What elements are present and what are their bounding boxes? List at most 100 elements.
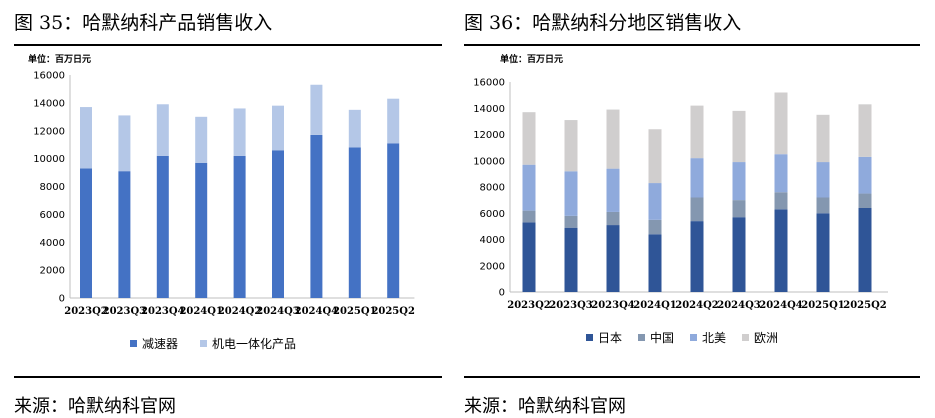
left-bar-减速器-2024Q1 xyxy=(195,162,208,298)
right-ytick-label: 16000 xyxy=(473,78,505,89)
right-bar-欧洲-2025Q2 xyxy=(858,104,872,157)
right-bar-欧洲-2023Q4 xyxy=(606,109,620,169)
left-xtick-label: 2024Q3 xyxy=(256,306,300,317)
left-bar-减速器-2023Q3 xyxy=(118,171,131,298)
right-ytick-label: 8000 xyxy=(480,183,505,194)
right-bar-北美-2025Q1 xyxy=(816,162,830,198)
left-ytick-label: 12000 xyxy=(33,126,65,137)
left-ytick-label: 14000 xyxy=(33,98,65,109)
left-xtick-label: 2023Q2 xyxy=(64,306,108,317)
left-legend-label: 机电一体化产品 xyxy=(212,337,296,351)
chart-36-title: 图 36：哈默纳科分地区销售收入 xyxy=(464,12,742,34)
bottom-rule-left xyxy=(14,376,442,378)
left-bar-机电一体化产品-2023Q4 xyxy=(156,104,169,156)
right-bar-北美-2023Q2 xyxy=(522,164,536,211)
left-xtick-label: 2024Q4 xyxy=(295,306,339,317)
right-xtick-label: 2024Q4 xyxy=(759,300,803,311)
right-ytick-label: 2000 xyxy=(480,261,505,272)
right-legend-label: 中国 xyxy=(650,330,674,345)
left-xtick-label: 2023Q3 xyxy=(103,306,147,317)
left-ytick-label: 8000 xyxy=(40,182,65,193)
right-bar-北美-2024Q2 xyxy=(690,158,704,198)
right-ytick-label: 10000 xyxy=(473,156,505,167)
left-bar-减速器-2025Q2 xyxy=(387,143,400,298)
right-bar-欧洲-2025Q1 xyxy=(816,114,830,163)
left-bar-机电一体化产品-2024Q3 xyxy=(272,105,284,151)
left-xtick-label: 2024Q1 xyxy=(179,306,223,317)
right-xtick-label: 2023Q4 xyxy=(591,300,635,311)
right-legend-swatch xyxy=(638,334,645,341)
right-bar-日本-2025Q1 xyxy=(816,213,830,292)
right-legend-swatch xyxy=(742,334,749,341)
right-bar-日本-2023Q3 xyxy=(564,227,578,292)
right-legend-label: 欧洲 xyxy=(754,331,778,345)
right-bar-北美-2024Q1 xyxy=(648,183,662,220)
right-bar-日本-2024Q3 xyxy=(732,217,746,292)
top-rule-left xyxy=(14,44,442,46)
left-ytick-label: 10000 xyxy=(33,154,65,165)
left-unit-label: 单位：百万日元 xyxy=(28,53,91,65)
right-ytick-label: 12000 xyxy=(473,130,505,141)
right-legend-swatch xyxy=(586,334,593,341)
right-bar-中国-2025Q1 xyxy=(816,197,830,214)
right-xtick-label: 2023Q3 xyxy=(549,300,593,311)
right-legend-label: 北美 xyxy=(702,331,726,345)
right-bar-中国-2024Q1 xyxy=(648,219,662,235)
left-ytick-label: 4000 xyxy=(40,238,65,249)
right-bar-欧洲-2024Q3 xyxy=(732,110,746,163)
right-xtick-label: 2024Q3 xyxy=(717,300,761,311)
right-bar-北美-2024Q4 xyxy=(774,154,788,193)
right-bar-欧洲-2024Q1 xyxy=(648,129,662,184)
left-bar-减速器-2024Q3 xyxy=(272,150,284,298)
bottom-rule-right xyxy=(464,376,920,378)
right-bar-日本-2023Q2 xyxy=(522,222,536,292)
right-bar-北美-2024Q3 xyxy=(732,162,746,201)
right-bar-中国-2025Q2 xyxy=(858,193,872,208)
left-xtick-label: 2023Q4 xyxy=(141,306,185,317)
right-xtick-label: 2024Q1 xyxy=(633,300,677,311)
left-bar-机电一体化产品-2025Q2 xyxy=(387,98,400,144)
right-bar-欧洲-2023Q2 xyxy=(522,112,536,165)
left-bar-减速器-2023Q2 xyxy=(80,168,92,298)
left-bar-减速器-2023Q4 xyxy=(156,155,169,298)
right-ytick-label: 4000 xyxy=(480,235,505,246)
left-bar-机电一体化产品-2024Q4 xyxy=(310,84,323,135)
right-bar-北美-2025Q2 xyxy=(858,156,872,194)
right-bar-中国-2024Q4 xyxy=(774,192,788,210)
right-bar-日本-2025Q2 xyxy=(858,208,872,292)
left-chart: 单位：百万日元 0 2000 4000 6000 8000 10000 12000 14000… xyxy=(28,53,415,351)
right-bar-中国-2023Q3 xyxy=(564,215,578,228)
left-bar-减速器-2024Q4 xyxy=(310,134,323,298)
right-bar-中国-2023Q2 xyxy=(522,210,536,223)
right-unit-label: 单位：百万日元 xyxy=(500,53,563,65)
right-bar-北美-2023Q3 xyxy=(564,171,578,216)
right-xtick-label: 2023Q2 xyxy=(507,300,551,311)
right-bar-中国-2023Q4 xyxy=(606,211,620,226)
left-bar-机电一体化产品-2025Q1 xyxy=(348,109,361,148)
left-bar-减速器-2024Q2 xyxy=(233,155,246,298)
left-legend-swatch xyxy=(200,340,207,347)
left-bar-减速器-2025Q1 xyxy=(348,147,361,298)
right-legend-swatch xyxy=(690,334,697,341)
right-bar-欧洲-2023Q3 xyxy=(564,120,578,172)
right-bar-中国-2024Q2 xyxy=(690,197,704,222)
right-xtick-label: 2025Q1 xyxy=(801,300,845,311)
right-xtick-label: 2025Q2 xyxy=(843,300,887,311)
left-xtick-label: 2025Q1 xyxy=(333,306,377,317)
left-bar-机电一体化产品-2024Q2 xyxy=(233,108,246,156)
left-xtick-label: 2024Q2 xyxy=(218,306,262,317)
right-chart: 单位：百万日元 0 2000 4000 6000 8000 10000 12000 14000… xyxy=(473,53,888,345)
left-ytick-label: 0 xyxy=(59,294,65,305)
left-xtick-label: 2025Q2 xyxy=(371,306,415,317)
right-bar-欧洲-2024Q4 xyxy=(774,92,788,155)
right-xtick-label: 2024Q2 xyxy=(675,300,719,311)
chart-36-source: 来源：哈默纳科官网 xyxy=(464,396,626,417)
right-ytick-label: 6000 xyxy=(480,209,505,220)
right-ytick-label: 14000 xyxy=(473,104,505,115)
right-bar-日本-2024Q2 xyxy=(690,221,704,292)
left-ytick-label: 16000 xyxy=(33,71,65,82)
right-bar-日本-2023Q4 xyxy=(606,225,620,292)
chart-35-source: 来源：哈默纳科官网 xyxy=(14,396,176,417)
right-legend-label: 日本 xyxy=(598,331,622,345)
